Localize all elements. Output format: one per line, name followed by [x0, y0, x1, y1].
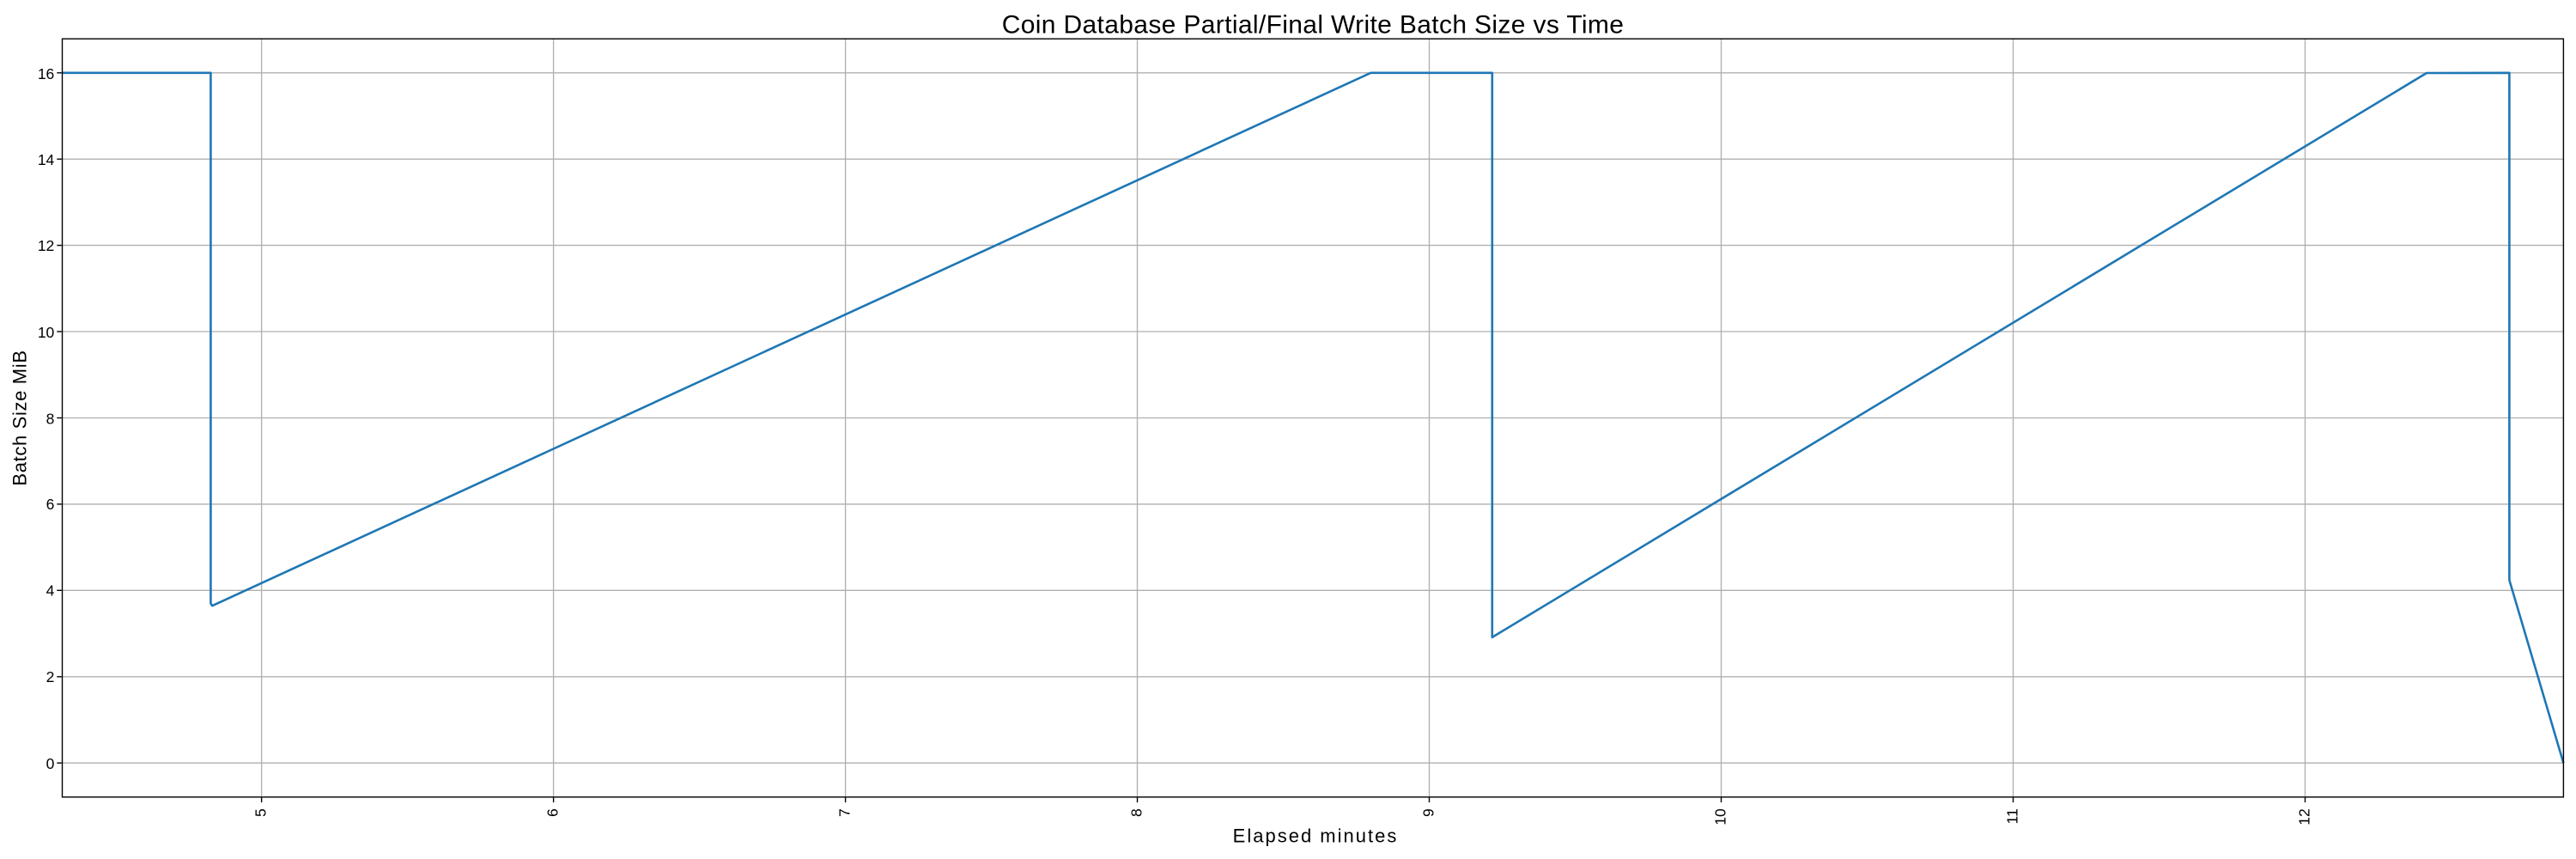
svg-text:Batch Size MiB: Batch Size MiB: [9, 350, 30, 485]
svg-text:6: 6: [46, 496, 55, 513]
svg-text:4: 4: [46, 582, 55, 600]
svg-text:9: 9: [1420, 808, 1437, 817]
svg-text:8: 8: [1128, 808, 1145, 817]
svg-text:6: 6: [544, 808, 562, 817]
svg-text:5: 5: [252, 808, 270, 817]
svg-text:14: 14: [38, 151, 55, 168]
svg-text:11: 11: [2004, 808, 2021, 824]
svg-text:12: 12: [38, 237, 54, 254]
svg-text:10: 10: [1712, 808, 1729, 825]
svg-text:Coin Database Partial/Final Wr: Coin Database Partial/Final Write Batch …: [1002, 11, 1625, 40]
svg-text:0: 0: [46, 755, 55, 772]
svg-text:8: 8: [46, 411, 55, 428]
svg-text:12: 12: [2296, 808, 2313, 825]
svg-text:16: 16: [38, 65, 54, 82]
svg-text:Elapsed minutes: Elapsed minutes: [1233, 825, 1399, 847]
svg-text:10: 10: [38, 324, 55, 341]
svg-text:2: 2: [46, 668, 55, 685]
svg-text:7: 7: [836, 808, 854, 817]
